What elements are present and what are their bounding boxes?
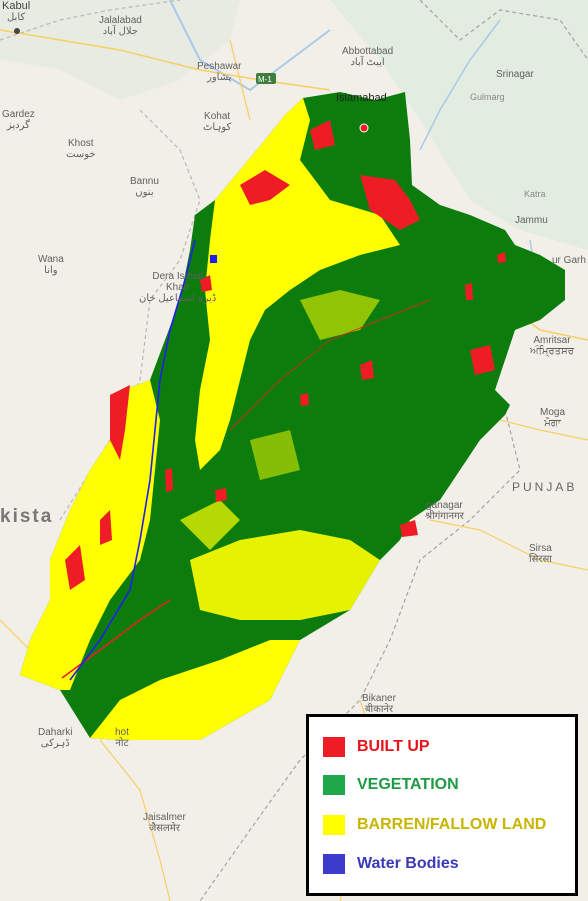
label-dera-ismail-khan: Dera Ismail Khan ڈیرہ اسماعیل خان <box>139 271 217 304</box>
label-kohat: Kohat کوہاٹ <box>203 111 232 133</box>
map-legend: BUILT UP VEGETATION BARREN/FALLOW LAND W… <box>306 714 578 896</box>
label-srinagar: Srinagar <box>496 69 534 80</box>
legend-swatch-water <box>323 854 345 874</box>
legend-swatch-vegetation <box>323 775 345 795</box>
label-moga: Moga ਮੋਗਾ <box>540 407 566 429</box>
city-dot-kabul <box>14 28 20 34</box>
legend-label-water: Water Bodies <box>357 855 459 872</box>
label-gardez: Gardez گردېز <box>2 109 35 131</box>
legend-swatch-built-up <box>323 737 345 757</box>
legend-label-barren: BARREN/FALLOW LAND <box>357 816 547 833</box>
label-pakistan: kista <box>0 506 54 527</box>
legend-label-vegetation: VEGETATION <box>357 776 459 793</box>
legend-label-built-up: BUILT UP <box>357 738 430 755</box>
label-daharki: Daharki ڈہرکی <box>38 727 73 749</box>
label-gurdaspur: ur Garh <box>552 255 586 266</box>
label-abbottabad: Abbottabad ایبٹ آباد <box>342 46 394 68</box>
label-khost: Khost خوست <box>66 138 96 160</box>
label-islamabad: Islamabad <box>336 92 387 104</box>
label-katra: Katra <box>524 189 546 199</box>
label-jaisalmer: Jaisalmer जैसलमेर <box>143 812 186 834</box>
legend-swatch-barren <box>323 815 345 835</box>
legend-item-built-up: BUILT UP <box>323 737 430 757</box>
label-ghotki: hot नोट <box>115 727 129 749</box>
label-jammu: Jammu <box>515 215 548 226</box>
label-peshawar: Peshawar پشاور <box>197 61 242 83</box>
label-bannu: Bannu بنوں <box>130 176 159 198</box>
label-wana: Wana وانا <box>38 254 64 276</box>
punjab-landcover-overlay <box>20 92 565 740</box>
label-ganganagar: ganagar श्रीगंगानगर <box>425 500 464 522</box>
legend-item-water: Water Bodies <box>323 854 459 874</box>
motorway-shield <box>256 73 276 84</box>
motorway-label: M-1 <box>258 75 272 84</box>
label-punjab-region: PUNJAB <box>512 480 578 494</box>
label-amritsar: Amritsar ਅੰਮ੍ਰਿਤਸਰ <box>530 335 574 357</box>
label-sirsa: Sirsa सिरसा <box>529 543 552 565</box>
label-gulmarg: Gulmarg <box>470 92 505 102</box>
label-bikaner: Bikaner बीकानेर <box>362 693 396 715</box>
label-jalalabad: Jalalabad جلال آباد <box>99 15 142 37</box>
legend-item-barren: BARREN/FALLOW LAND <box>323 815 546 835</box>
legend-item-vegetation: VEGETATION <box>323 775 459 795</box>
mountain-terrain <box>330 0 588 250</box>
label-kabul: Kabul کابل <box>2 0 31 24</box>
